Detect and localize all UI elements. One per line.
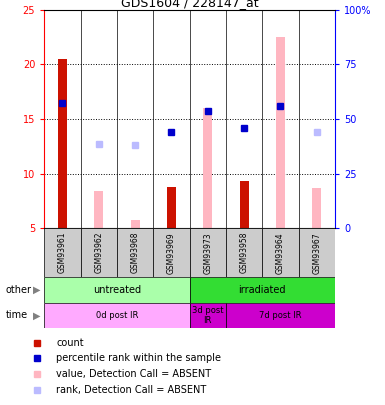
Title: GDS1604 / 228147_at: GDS1604 / 228147_at [121,0,258,9]
Bar [299,228,335,277]
Bar [190,277,335,303]
Bar [190,303,226,328]
Bar [239,181,249,228]
Bar [190,228,226,277]
Text: GSM93973: GSM93973 [203,232,212,273]
Bar [80,228,117,277]
Bar [226,303,335,328]
Bar [44,303,190,328]
Bar [153,228,189,277]
Text: 3d post
IR: 3d post IR [192,306,224,325]
Text: time: time [6,310,28,320]
Bar [117,228,153,277]
Text: percentile rank within the sample: percentile rank within the sample [56,354,221,363]
Text: value, Detection Call = ABSENT: value, Detection Call = ABSENT [56,369,211,379]
Text: count: count [56,338,84,348]
Text: other: other [6,285,32,295]
Bar [44,277,190,303]
Bar [94,191,103,228]
Bar [44,228,80,277]
Text: ▶: ▶ [33,310,40,320]
Text: 0d post IR: 0d post IR [96,311,138,320]
Text: untreated: untreated [93,285,141,295]
Text: GSM93962: GSM93962 [94,232,103,273]
Text: ▶: ▶ [33,285,40,295]
Text: GSM93958: GSM93958 [239,232,249,273]
Text: GSM93969: GSM93969 [167,232,176,273]
Bar [276,37,285,228]
Bar [203,108,212,228]
Text: GSM93968: GSM93968 [131,232,140,273]
Text: rank, Detection Call = ABSENT: rank, Detection Call = ABSENT [56,385,206,394]
Bar [167,187,176,228]
Text: GSM93961: GSM93961 [58,232,67,273]
Bar [262,228,299,277]
Text: irradiated: irradiated [239,285,286,295]
Bar [131,220,140,228]
Bar [58,59,67,228]
Text: GSM93964: GSM93964 [276,232,285,273]
Text: 7d post IR: 7d post IR [259,311,302,320]
Bar [312,188,321,228]
Text: GSM93967: GSM93967 [312,232,321,273]
Bar [226,228,262,277]
